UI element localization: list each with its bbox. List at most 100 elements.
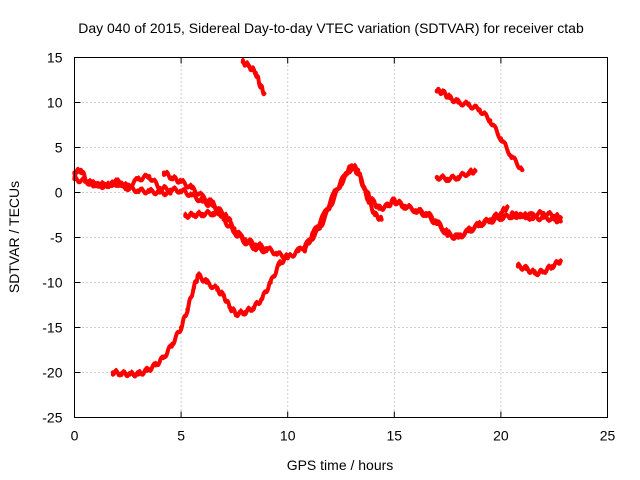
data-point xyxy=(473,168,478,174)
data-point xyxy=(445,230,450,236)
x-tick-label: 0 xyxy=(71,428,79,444)
data-point xyxy=(191,284,197,290)
data-point xyxy=(402,203,408,209)
data-point xyxy=(185,307,190,312)
series-arc-1 xyxy=(72,164,563,261)
data-point xyxy=(477,222,482,228)
data-point xyxy=(240,59,246,65)
data-point xyxy=(104,183,109,188)
series-arc-10 xyxy=(434,86,525,173)
y-tick-label: -15 xyxy=(42,320,62,336)
data-point xyxy=(552,213,557,219)
data-point xyxy=(349,163,354,168)
data-point xyxy=(385,203,391,209)
data-point xyxy=(488,217,493,222)
data-point xyxy=(253,70,258,76)
data-point xyxy=(377,206,382,211)
data-point xyxy=(157,190,162,195)
data-point xyxy=(456,235,461,240)
series-line-noise xyxy=(73,174,172,194)
data-point xyxy=(379,217,384,222)
data-point xyxy=(189,193,194,198)
data-point xyxy=(549,264,555,269)
series-line-noise xyxy=(163,169,268,252)
y-tick-label: 15 xyxy=(47,50,63,66)
series-arc-7 xyxy=(509,208,563,222)
x-tick-label: 20 xyxy=(493,428,509,444)
data-point xyxy=(183,213,188,219)
data-point xyxy=(530,212,536,218)
x-axis-label: GPS time / hours xyxy=(287,457,394,473)
ticks: 0 5 10 15 20 25 -25 -20 -15 -10 -5 0 5 10 15 xyxy=(42,50,615,444)
data-point xyxy=(136,372,141,377)
series-line-noise xyxy=(184,208,231,220)
series-line xyxy=(509,209,563,222)
data-point xyxy=(146,189,152,194)
data-point xyxy=(242,239,248,245)
data-point xyxy=(434,88,440,94)
data-point xyxy=(274,251,280,256)
data-point xyxy=(296,248,301,254)
x-tick-label: 25 xyxy=(600,428,616,444)
data-point xyxy=(196,273,201,278)
data-point xyxy=(161,170,167,175)
series-line-noise xyxy=(436,86,523,169)
y-axis-label: SDTVAR / TECUs xyxy=(6,181,22,293)
data-point xyxy=(277,262,282,267)
data-point xyxy=(262,91,267,96)
data-point xyxy=(447,95,452,101)
data-point xyxy=(558,258,563,264)
data-point xyxy=(505,204,510,210)
data-point xyxy=(136,188,141,193)
data-point xyxy=(153,363,158,368)
data-point xyxy=(251,305,256,310)
data-point xyxy=(477,107,482,112)
data-point xyxy=(466,229,472,234)
data-point xyxy=(170,175,175,181)
data-point xyxy=(125,185,130,191)
data-point xyxy=(392,199,397,204)
data-point xyxy=(541,269,546,274)
data-point xyxy=(268,280,273,285)
data-point xyxy=(520,214,525,219)
series-line xyxy=(110,252,290,379)
data-point xyxy=(253,242,258,247)
data-point xyxy=(168,191,173,196)
data-point xyxy=(498,136,504,141)
data-point xyxy=(445,176,450,182)
data-point xyxy=(178,188,184,193)
data-point xyxy=(210,211,216,216)
data-point xyxy=(136,176,141,182)
data-point xyxy=(146,174,152,179)
series-arc-11 xyxy=(434,167,478,183)
data-point xyxy=(424,212,429,218)
data-point xyxy=(234,311,239,317)
series-arc-6 xyxy=(392,198,510,240)
x-tick-label: 5 xyxy=(177,428,185,444)
data-point xyxy=(114,181,120,186)
data-point xyxy=(285,253,290,258)
series-line xyxy=(240,58,267,97)
data-point xyxy=(204,280,209,285)
data-point xyxy=(83,179,88,184)
data-point xyxy=(541,211,546,216)
x-tick-label: 10 xyxy=(280,428,296,444)
data-point xyxy=(221,212,226,218)
data-point xyxy=(558,215,563,220)
data-point xyxy=(232,226,237,231)
data-point xyxy=(366,199,371,204)
data-point xyxy=(509,212,514,218)
data-point xyxy=(242,310,248,315)
data-point xyxy=(332,190,337,195)
series-arc-9 xyxy=(240,57,267,97)
series-arc-8 xyxy=(110,252,290,379)
data-point xyxy=(311,230,316,236)
y-tick-label: 5 xyxy=(55,140,63,156)
y-tick-label: -5 xyxy=(50,230,63,246)
data-point xyxy=(466,103,472,108)
data-point xyxy=(227,217,233,222)
series-line xyxy=(72,165,563,261)
data-point xyxy=(215,287,220,292)
